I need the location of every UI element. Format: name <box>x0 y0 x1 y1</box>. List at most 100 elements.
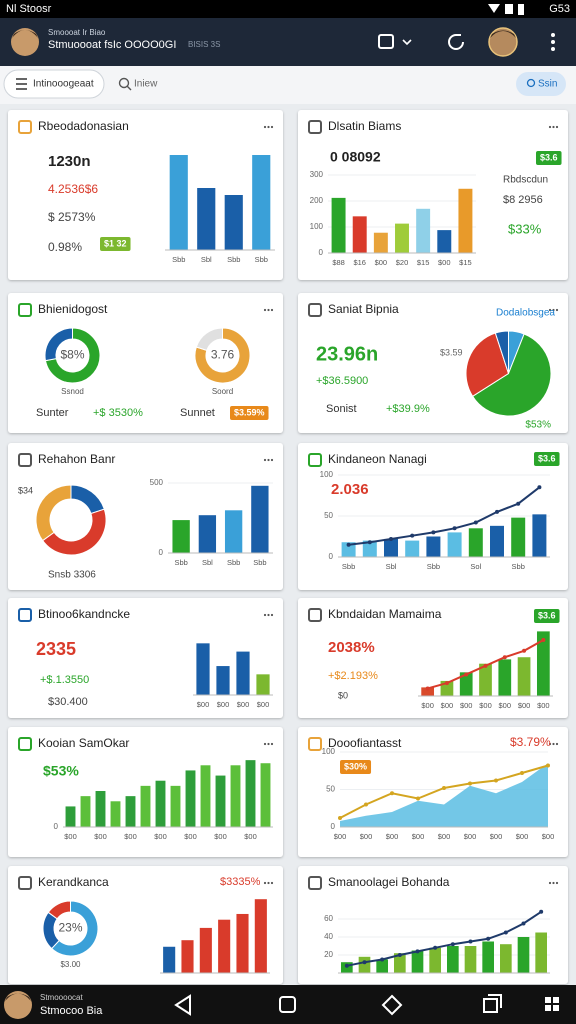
bar <box>384 538 398 557</box>
view-icon[interactable] <box>378 34 394 49</box>
card-icon <box>308 303 322 317</box>
x-tick-label: Sbb <box>227 558 240 567</box>
bar <box>362 540 377 557</box>
x-tick-label: $00 <box>64 832 77 841</box>
card-badge <box>534 609 560 623</box>
nav-recent[interactable] <box>483 998 498 1013</box>
card-menu-dot <box>548 308 552 312</box>
chevron-icon[interactable] <box>402 39 412 46</box>
card-title: Saniat Bipnia <box>328 302 399 316</box>
card-text: 2038% <box>328 639 375 656</box>
nav-back[interactable] <box>174 994 191 1016</box>
x-tick-label: $00 <box>217 700 230 709</box>
menu-dot[interactable] <box>551 40 555 44</box>
card-text: $3.79% <box>510 735 551 749</box>
trend-point <box>494 778 498 783</box>
card-menu-dot <box>552 881 555 885</box>
x-tick-label: Sbb <box>512 562 525 571</box>
card-badge-text: $30% <box>344 761 367 771</box>
trend-point <box>362 960 367 965</box>
card-menu-dot <box>270 458 274 462</box>
y-tick-label: 50 <box>326 785 335 794</box>
search-button[interactable] <box>516 72 566 96</box>
card-menu-dot <box>267 613 270 617</box>
profile-avatar[interactable] <box>488 27 518 57</box>
card-text: $3.59 <box>440 347 463 357</box>
card-icon <box>18 876 32 890</box>
trend-point <box>415 949 420 954</box>
bar <box>224 510 243 553</box>
bar <box>511 517 526 557</box>
y-tick-label: 300 <box>310 170 324 179</box>
bar <box>532 514 547 557</box>
trend-point <box>539 909 544 914</box>
x-tick-label: $00 <box>438 258 451 267</box>
bar <box>352 216 367 253</box>
x-tick-label: $00 <box>421 701 434 710</box>
card-badge <box>534 452 560 466</box>
card-text: $30.400 <box>48 696 88 708</box>
card-icon <box>308 120 322 134</box>
bar <box>254 899 267 973</box>
pie-slice <box>494 330 509 374</box>
card-menu-dot <box>263 458 267 462</box>
search-tab[interactable] <box>3 69 105 99</box>
avatar[interactable] <box>11 28 39 56</box>
x-tick-label: Sbb <box>255 255 268 264</box>
card-text: $8 2956 <box>503 194 543 206</box>
card-menu-dot <box>552 125 555 129</box>
bar <box>373 232 388 253</box>
y-tick-label: 50 <box>324 511 333 520</box>
card: Kooian SamOkar $53% 0 $00 $00 $00 $00 $00 $00 $00 <box>8 727 283 857</box>
y-tick-label: 0 <box>54 822 59 831</box>
status-bar <box>0 0 576 18</box>
card-text: +$39.9% <box>386 403 430 415</box>
x-tick-label: $00 <box>334 832 347 841</box>
menu-dot[interactable] <box>551 47 555 51</box>
nav-diamond[interactable] <box>381 994 403 1016</box>
x-tick-label: $00 <box>184 832 197 841</box>
x-tick-label: $00 <box>516 832 529 841</box>
area <box>340 763 548 827</box>
bottom-avatar[interactable] <box>4 991 32 1019</box>
chart-caption: Ssnod <box>61 387 84 396</box>
refresh-icon[interactable] <box>448 34 464 50</box>
x-tick-label: $00 <box>197 700 210 709</box>
donut-slice <box>44 327 73 362</box>
bar <box>490 525 504 557</box>
x-tick-label: Sbb <box>174 558 187 567</box>
nav-grid[interactable] <box>545 997 551 1003</box>
card-menu-dot <box>548 125 552 129</box>
card-title: Rehahon Banr <box>38 452 115 466</box>
battery-icon <box>518 4 524 15</box>
bar <box>65 806 76 827</box>
x-tick-label: $00 <box>518 701 531 710</box>
card-menu-dot <box>270 125 274 129</box>
trend-point <box>390 791 394 796</box>
search-placeholder[interactable]: Iniew <box>134 79 158 90</box>
x-tick-label: $00 <box>237 700 250 709</box>
trend-point <box>389 536 393 541</box>
card-text: 2.036 <box>331 481 369 498</box>
trend-point <box>450 942 455 947</box>
x-tick-label: Sbl <box>201 255 212 264</box>
x-tick-label: Sbb <box>227 255 240 264</box>
card-text: Rbdscdun <box>503 175 548 186</box>
card-text: $ 2573% <box>48 210 96 224</box>
x-tick-label: Sbb <box>172 255 185 264</box>
trend-point <box>486 936 491 941</box>
trend-point <box>537 485 542 490</box>
card: Kbndaidan Mamaima 2038% +$2.193% $0 $3.6 $00 $… <box>298 598 568 718</box>
pie-slice <box>471 333 552 417</box>
trend-point <box>346 542 351 547</box>
donut-slice <box>44 327 101 384</box>
card-title: Kooian SamOkar <box>38 736 129 750</box>
card-title: Btinoo6kandncke <box>38 607 130 621</box>
card-menu-dot <box>267 308 270 312</box>
card-title: Kbndaidan Mamaima <box>328 607 442 621</box>
trend-point <box>410 533 415 538</box>
trend-point <box>452 526 457 531</box>
menu-dot[interactable] <box>551 33 555 37</box>
nav-home[interactable] <box>279 996 296 1013</box>
card-icon <box>18 608 32 622</box>
